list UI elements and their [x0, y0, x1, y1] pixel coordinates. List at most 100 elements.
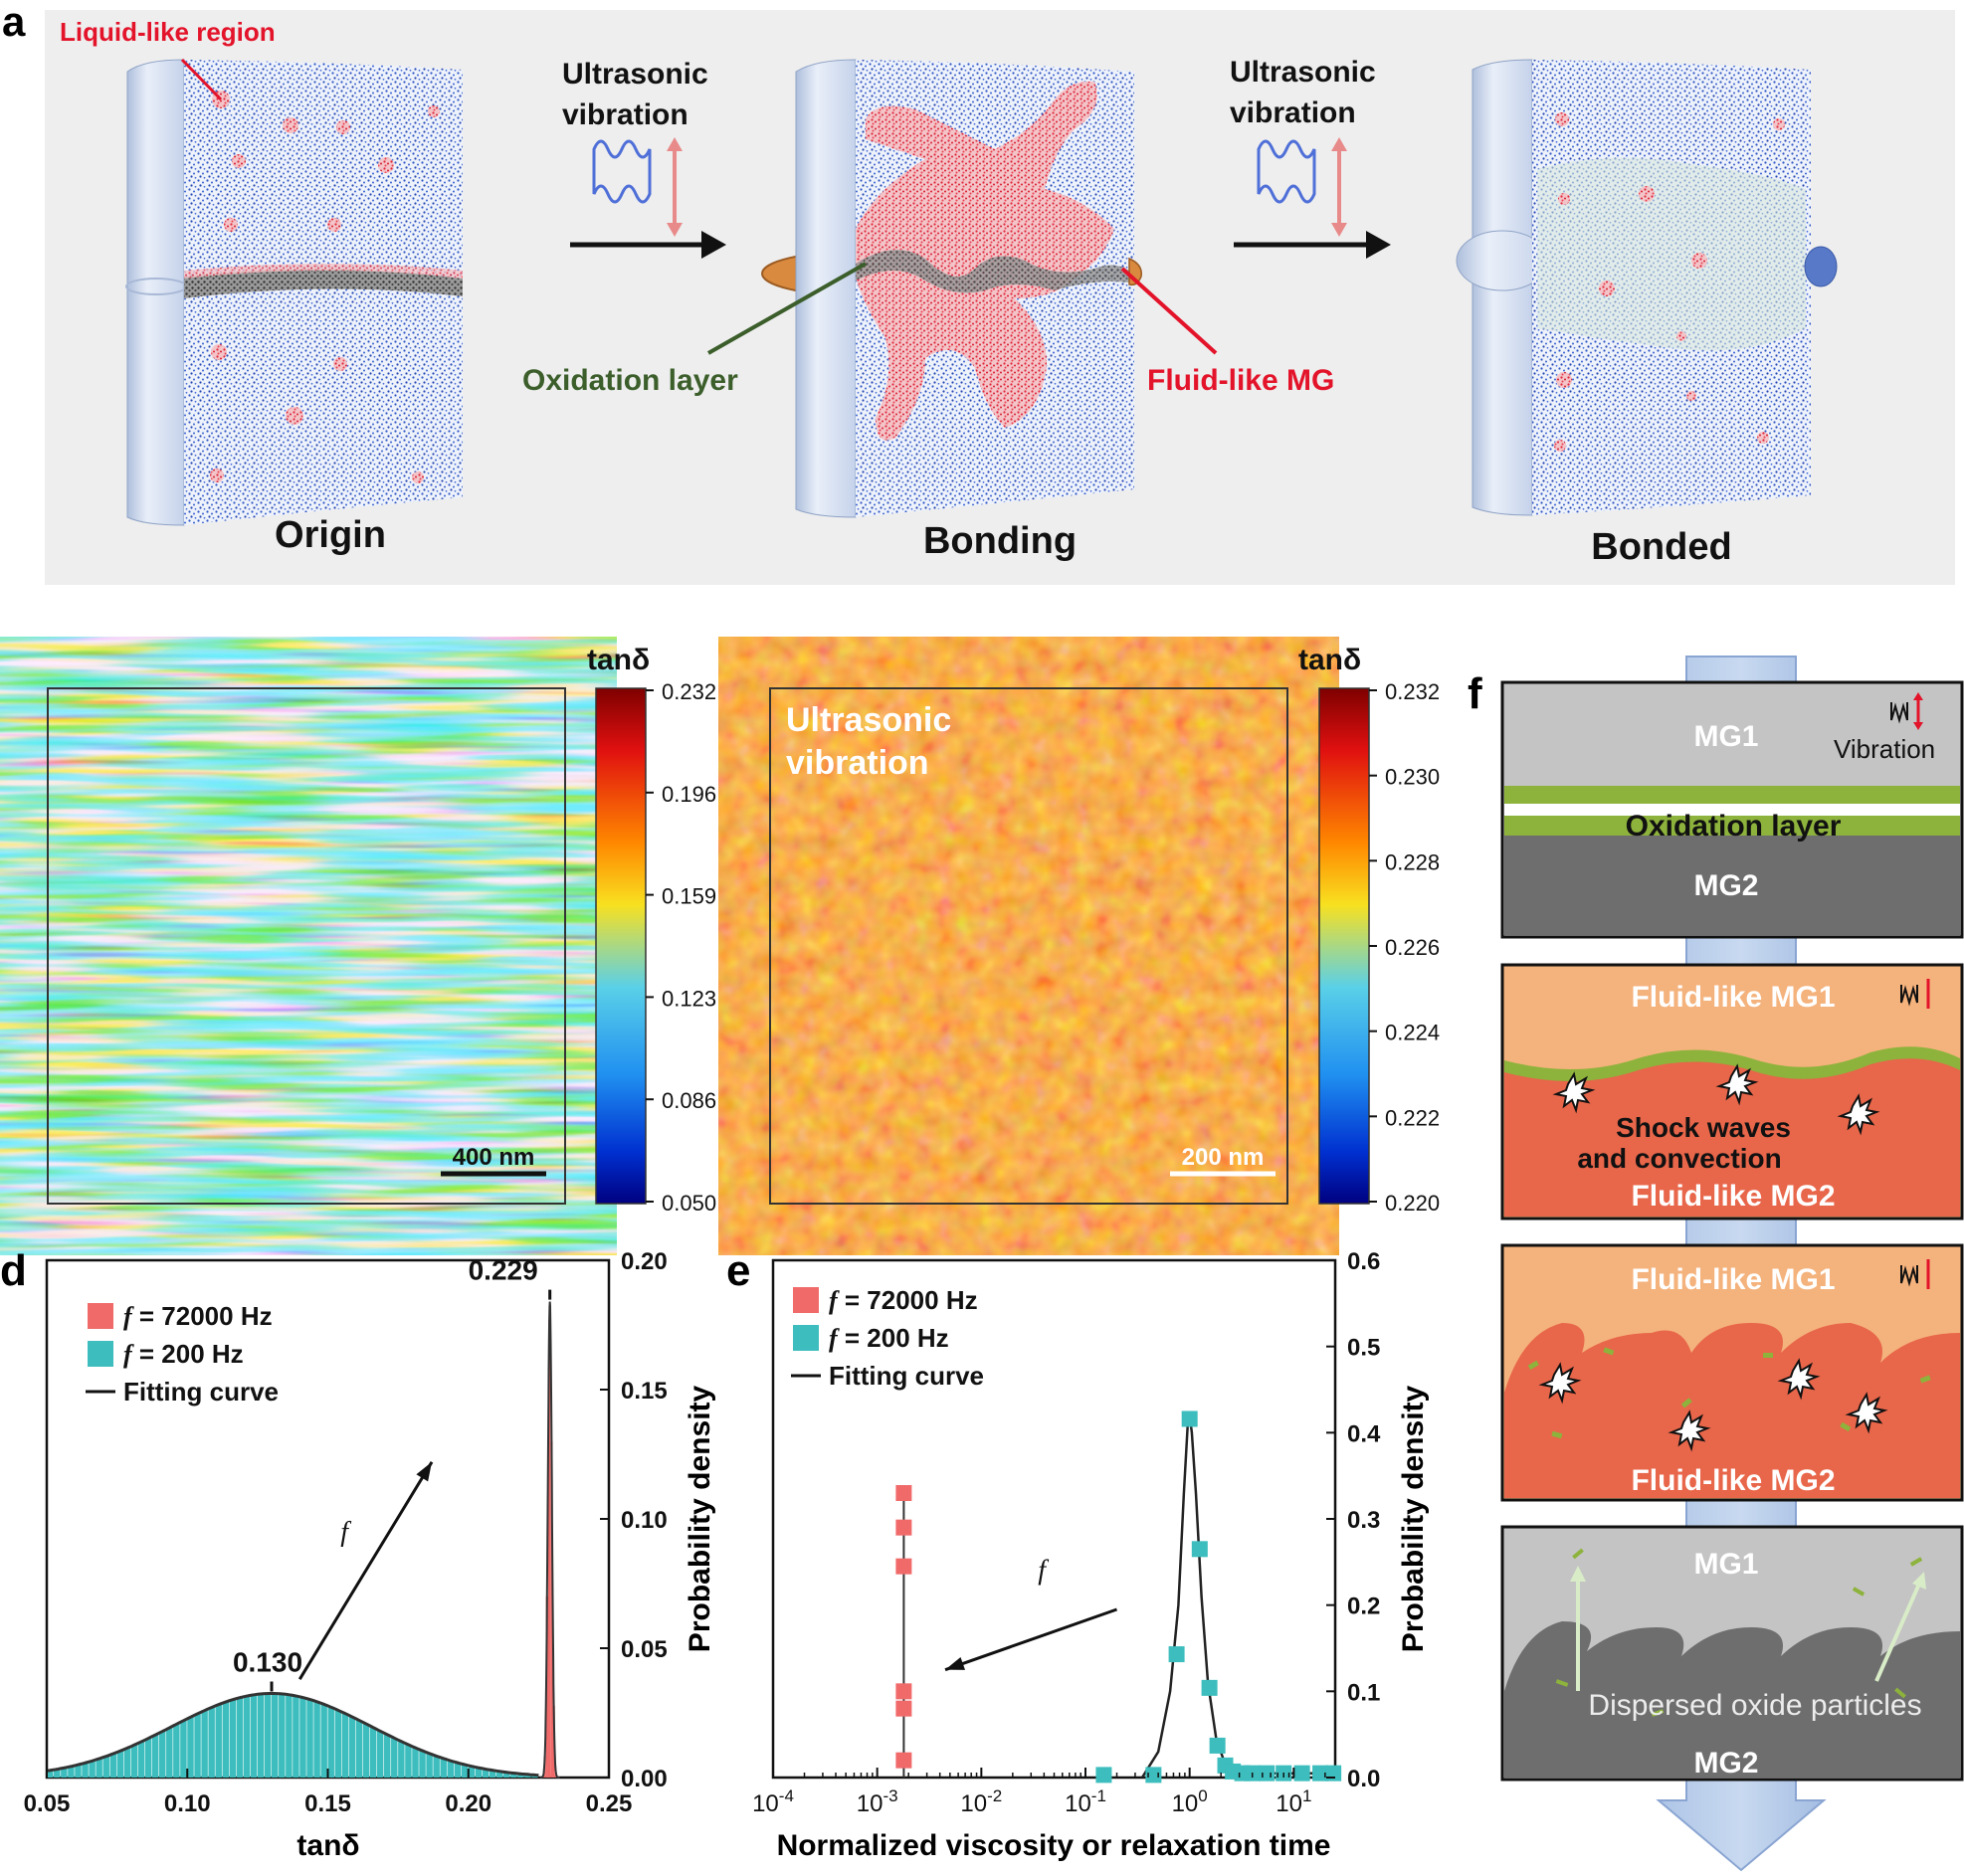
d-bar-200hz — [517, 1774, 524, 1778]
d-fit-curve-200hz — [46, 1692, 539, 1778]
panel-f: f MG1 Vibration Oxidation layer MG2 Flui… — [1468, 656, 1964, 1872]
panel-c: c Ultrasonic vibration 200 nm tanδ 0.232… — [726, 644, 1440, 1216]
f-box-4: MG1 Dispersed oxide particles MG2 — [1500, 1525, 1964, 1782]
panel-f-letter: f — [1468, 669, 1482, 718]
panel-d-plot: 0.130 0.229 f 0.05 0.10 0.15 0.20 0.250.00 0.05 0… — [24, 1248, 668, 1817]
panel-d-xlabel: tanδ — [296, 1829, 359, 1862]
f2-top: Fluid-like MG1 — [1631, 981, 1835, 1014]
d-bar-200hz — [313, 1701, 320, 1778]
d-ytick-label: 0.20 — [621, 1248, 668, 1275]
d-bar-200hz — [362, 1724, 370, 1778]
f1-mg2: MG2 — [1693, 869, 1758, 902]
d-bar-200hz — [180, 1720, 187, 1778]
d-bar-200hz — [229, 1699, 237, 1778]
c-colorbar-tick-label: 0.232 — [1385, 679, 1440, 704]
e-point-200hz — [1325, 1765, 1342, 1782]
panel-c-scale-label: 200 nm — [1182, 1144, 1265, 1171]
d-bar-200hz — [461, 1765, 469, 1778]
e-ytick-label: 0.6 — [1347, 1248, 1380, 1275]
ultrasonic-1-line1: Ultrasonic — [562, 58, 708, 91]
d-xtick-label: 0.20 — [445, 1790, 491, 1817]
f-box-2: Fluid-like MG1 Shock waves and convectio… — [1500, 963, 1964, 1220]
f2-vibration-icon — [1900, 985, 1918, 1007]
panel-c-colorbar — [1318, 687, 1370, 1205]
legend-label: f = 72000 Hz — [123, 1301, 273, 1331]
e-point-200hz — [1181, 1410, 1198, 1427]
panel-b-colorbar — [595, 687, 647, 1205]
d-bar-200hz — [130, 1745, 138, 1778]
b-colorbar-tick-label: 0.159 — [662, 884, 716, 909]
d-bar-200hz — [102, 1756, 109, 1778]
d-bar-200hz — [419, 1751, 426, 1778]
d-bar-200hz — [194, 1713, 201, 1778]
d-ytick-label: 0.05 — [621, 1636, 668, 1663]
panel-e-ylabel: Probability density — [1397, 1385, 1430, 1652]
c-colorbar-tick-label: 0.226 — [1385, 935, 1440, 960]
legend-swatch — [88, 1341, 113, 1367]
e-xtick-label: 10-1 — [1065, 1786, 1106, 1817]
e-ytick-label: 0.5 — [1347, 1335, 1380, 1362]
d-bar-200hz — [222, 1701, 230, 1778]
d-bar-200hz — [61, 1768, 68, 1778]
d-bar-200hz — [405, 1745, 412, 1778]
ultrasonic-arrow-1: Ultrasonic vibration — [562, 58, 726, 259]
d-bar-72000hz — [550, 1440, 553, 1778]
f3-shock-icons — [1538, 1358, 1888, 1452]
oxidation-label-a: Oxidation layer — [522, 364, 738, 397]
e-xtick-label: 10-3 — [857, 1786, 898, 1817]
legend-label: Fitting curve — [123, 1377, 279, 1407]
panel-c-letter: c — [726, 673, 750, 722]
panel-b-colorbar-ticks: 0.232 0.196 0.159 0.123 0.086 0.050 — [646, 679, 716, 1216]
f-box-3: Fluid-like MG1 Fluid-like MG2 — [1500, 1243, 1964, 1502]
bonding-fluid-region — [856, 81, 1114, 441]
d-arrow-label: f — [340, 1517, 351, 1548]
legend-label: f = 200 Hz — [123, 1339, 244, 1369]
legend-swatch — [793, 1325, 819, 1351]
d-bar-200hz — [272, 1693, 279, 1778]
d-bar-200hz — [503, 1772, 510, 1778]
f3-top: Fluid-like MG1 — [1631, 1263, 1835, 1296]
e-point-200hz — [1312, 1765, 1329, 1782]
legend-swatch — [88, 1303, 113, 1329]
e-point-200hz — [1145, 1767, 1162, 1783]
d-bar-200hz — [82, 1763, 89, 1778]
d-bar-200hz — [144, 1738, 152, 1778]
legend-label: f = 200 Hz — [829, 1323, 949, 1353]
c-colorbar-tick-label: 0.224 — [1385, 1021, 1440, 1045]
c-colorbar-tick-label: 0.228 — [1385, 849, 1440, 874]
f2-bottom: Fluid-like MG2 — [1631, 1180, 1835, 1213]
f2-convection-label: and convection — [1577, 1143, 1781, 1174]
arrow-head-icon — [701, 231, 726, 259]
b-colorbar-tick-label: 0.232 — [662, 679, 716, 704]
d-bar-200hz — [376, 1731, 384, 1778]
d-bar-200hz — [320, 1704, 327, 1778]
panel-d-plot-frame — [45, 1258, 611, 1780]
e-ytick-label: 0.4 — [1347, 1420, 1381, 1447]
panel-a-letter: a — [2, 0, 26, 45]
f4-oxide-particles — [1555, 1548, 1923, 1717]
d-bar-200hz — [243, 1696, 251, 1778]
f1-vibration-label: Vibration — [1834, 734, 1935, 764]
d-bar-200hz — [47, 1770, 54, 1778]
b-colorbar-tick-label: 0.123 — [662, 986, 716, 1011]
f2-shock-icons — [1552, 1063, 1880, 1136]
d-bar-200hz — [510, 1773, 517, 1778]
ultrasonic-2-line2: vibration — [1230, 96, 1356, 129]
panel-e-xlabel: Normalized viscosity or relaxation time — [777, 1829, 1331, 1862]
f1-mg1: MG1 — [1693, 720, 1758, 753]
d-bar-200hz — [454, 1763, 462, 1778]
e-arrow-label: f — [1038, 1556, 1049, 1587]
d-bar-200hz — [286, 1694, 293, 1778]
liquid-like-pointer — [180, 58, 223, 101]
origin-liquid-like-spots — [210, 91, 440, 483]
d-bar-200hz — [208, 1707, 215, 1778]
e-point-200hz — [1168, 1646, 1185, 1663]
ultrasonic-1-line2: vibration — [562, 98, 688, 131]
d-bar-200hz — [447, 1761, 455, 1778]
f-box-1: MG1 Vibration Oxidation layer MG2 — [1500, 680, 1964, 939]
d-bar-200hz — [257, 1693, 265, 1778]
d-bar-200hz — [496, 1771, 503, 1778]
panel-b-scale-label: 400 nm — [453, 1144, 535, 1171]
panel-e-letter: e — [726, 1246, 750, 1295]
